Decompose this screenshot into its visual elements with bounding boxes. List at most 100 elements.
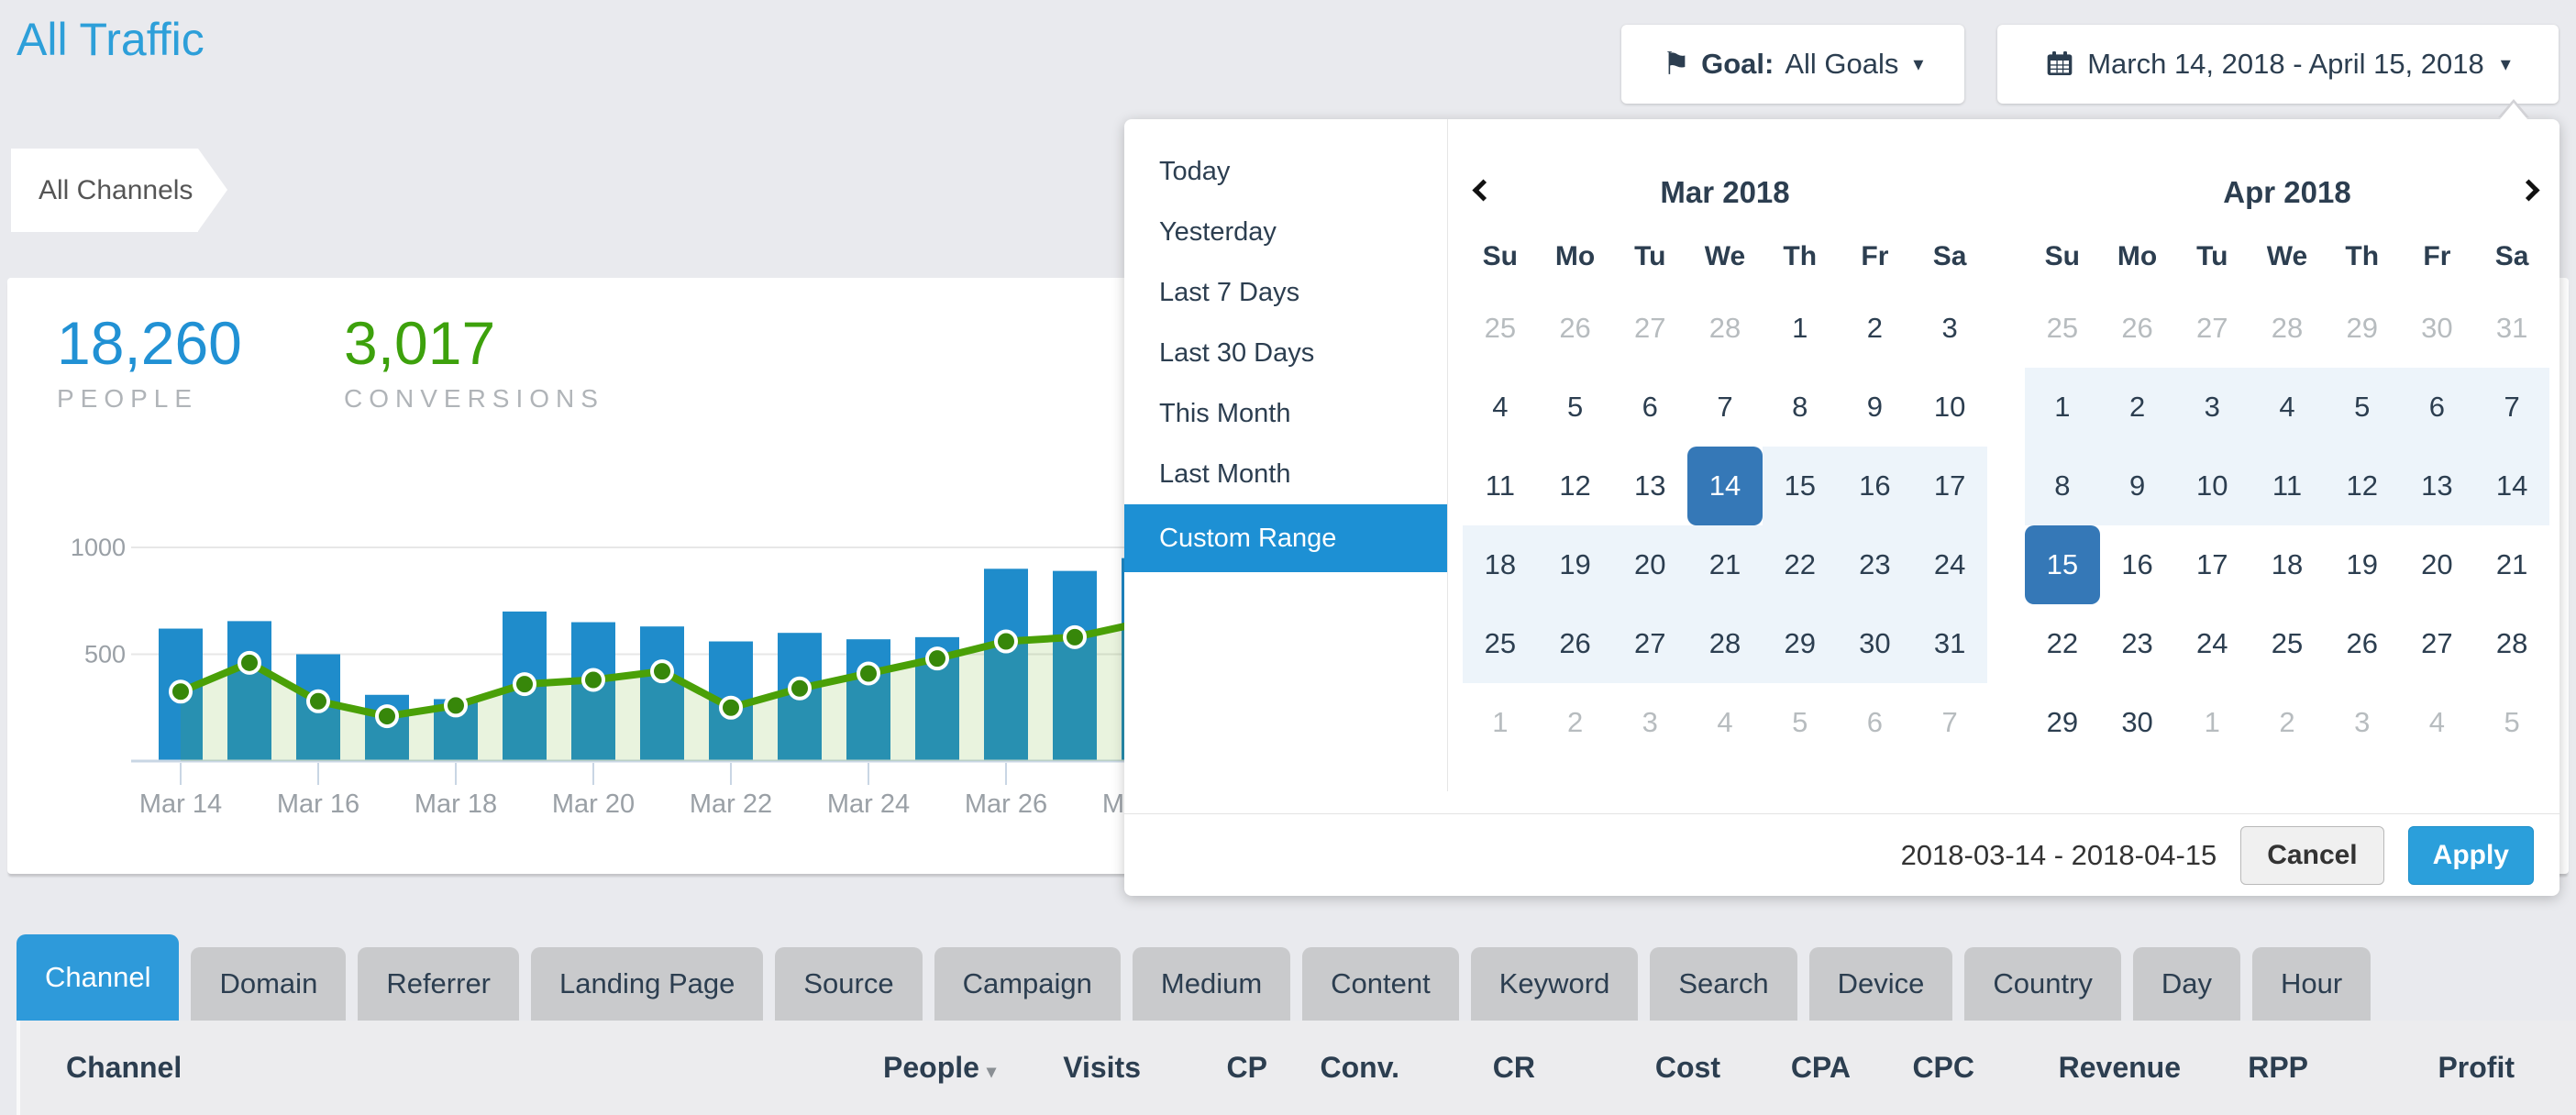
day-cell[interactable]: 11	[1485, 469, 1515, 502]
column-header-channel[interactable]: Channel	[66, 1051, 182, 1084]
day-cell[interactable]: 3	[1642, 706, 1658, 738]
goal-dropdown-button[interactable]: ⚑ Goal: All Goals ▾	[1621, 25, 1964, 104]
tab-referrer[interactable]: Referrer	[358, 947, 520, 1021]
preset-last-7-days[interactable]: Last 7 Days	[1159, 277, 1300, 307]
day-cell[interactable]: 26	[1559, 312, 1591, 344]
preset-custom-range[interactable]: Custom Range	[1124, 504, 1447, 572]
day-cell[interactable]: 20	[1612, 525, 1688, 604]
day-cell[interactable]: 29	[1762, 604, 1838, 683]
tab-keyword[interactable]: Keyword	[1470, 947, 1639, 1021]
day-cell[interactable]: 15	[2025, 525, 2100, 604]
day-cell[interactable]: 19	[2346, 548, 2378, 580]
day-cell[interactable]: 6	[1866, 706, 1884, 738]
day-cell[interactable]: 15	[1762, 447, 1838, 525]
day-cell[interactable]: 28	[1708, 312, 1741, 344]
day-cell[interactable]: 2	[1866, 312, 1884, 344]
day-cell[interactable]: 13	[1634, 469, 1666, 502]
day-cell[interactable]: 3	[1941, 312, 1958, 344]
day-cell[interactable]: 16	[1837, 447, 1913, 525]
day-cell[interactable]: 24	[2196, 627, 2228, 659]
preset-this-month[interactable]: This Month	[1159, 398, 1291, 428]
day-cell[interactable]: 21	[1687, 525, 1763, 604]
tab-medium[interactable]: Medium	[1132, 947, 1291, 1021]
day-cell[interactable]: 4	[1492, 391, 1509, 423]
day-cell[interactable]: 6	[1642, 391, 1658, 423]
tab-search[interactable]: Search	[1650, 947, 1797, 1021]
tab-hour[interactable]: Hour	[2252, 947, 2371, 1021]
column-header-profit[interactable]: Profit	[2438, 1051, 2515, 1084]
day-cell[interactable]: 4	[2428, 706, 2446, 738]
day-cell[interactable]: 1	[1792, 312, 1808, 344]
day-cell[interactable]: 21	[2495, 548, 2528, 580]
day-cell[interactable]: 18	[1463, 525, 1538, 604]
day-cell[interactable]: 1	[2025, 368, 2100, 447]
tab-content[interactable]: Content	[1302, 947, 1459, 1021]
day-cell[interactable]: 1	[1492, 706, 1509, 738]
day-cell[interactable]: 17	[2196, 548, 2228, 580]
day-cell[interactable]: 26	[2346, 627, 2378, 659]
day-cell[interactable]: 11	[2250, 447, 2325, 525]
preset-yesterday[interactable]: Yesterday	[1159, 216, 1277, 247]
day-cell[interactable]: 4	[1717, 706, 1733, 738]
column-header-cr[interactable]: CR	[1492, 1051, 1535, 1084]
column-header-conv[interactable]: Conv.	[1320, 1051, 1399, 1084]
tab-channel[interactable]: Channel	[17, 934, 180, 1021]
day-cell[interactable]: 25	[1463, 604, 1538, 683]
day-cell[interactable]: 14	[2474, 447, 2549, 525]
column-header-people[interactable]: People ▾	[883, 1051, 996, 1084]
day-cell[interactable]: 27	[2196, 312, 2228, 344]
day-cell[interactable]: 5	[1792, 706, 1808, 738]
day-cell[interactable]: 8	[1792, 391, 1808, 423]
day-cell[interactable]: 4	[2250, 368, 2325, 447]
day-cell[interactable]: 23	[1837, 525, 1913, 604]
chevron-right-icon[interactable]	[2517, 179, 2540, 202]
day-cell[interactable]: 24	[1912, 525, 1987, 604]
day-cell[interactable]: 26	[2121, 312, 2153, 344]
day-cell[interactable]: 30	[2121, 706, 2153, 738]
preset-today[interactable]: Today	[1159, 156, 1231, 186]
day-cell[interactable]: 1	[2204, 706, 2220, 738]
day-cell[interactable]: 9	[1866, 391, 1884, 423]
day-cell[interactable]: 28	[1687, 604, 1763, 683]
day-cell[interactable]: 19	[1537, 525, 1613, 604]
column-header-visits[interactable]: Visits	[1063, 1051, 1141, 1084]
day-cell[interactable]: 22	[1762, 525, 1838, 604]
day-cell[interactable]: 25	[2271, 627, 2304, 659]
day-cell[interactable]: 29	[2046, 706, 2079, 738]
tab-landing-page[interactable]: Landing Page	[531, 947, 764, 1021]
day-cell[interactable]: 28	[2271, 312, 2304, 344]
day-cell[interactable]: 27	[2421, 627, 2453, 659]
date-range-button[interactable]: March 14, 2018 - April 15, 2018 ▾	[1997, 25, 2559, 104]
day-cell[interactable]: 17	[1912, 447, 1987, 525]
tab-device[interactable]: Device	[1808, 947, 1953, 1021]
cancel-button[interactable]: Cancel	[2240, 825, 2384, 885]
day-cell[interactable]: 2	[1566, 706, 1584, 738]
tab-source[interactable]: Source	[775, 947, 923, 1021]
day-cell[interactable]: 10	[2174, 447, 2250, 525]
day-cell[interactable]: 12	[1559, 469, 1591, 502]
day-cell[interactable]: 29	[2346, 312, 2378, 344]
tab-campaign[interactable]: Campaign	[934, 947, 1121, 1021]
day-cell[interactable]: 20	[2421, 548, 2453, 580]
day-cell[interactable]: 2	[2279, 706, 2295, 738]
day-cell[interactable]: 7	[2474, 368, 2549, 447]
day-cell[interactable]: 3	[2174, 368, 2250, 447]
preset-last-30-days[interactable]: Last 30 Days	[1159, 337, 1315, 368]
day-cell[interactable]: 27	[1634, 312, 1666, 344]
column-header-cost[interactable]: Cost	[1654, 1051, 1720, 1084]
day-cell[interactable]: 26	[1537, 604, 1613, 683]
day-cell[interactable]: 14	[1687, 447, 1763, 525]
day-cell[interactable]: 7	[1717, 391, 1733, 423]
day-cell[interactable]: 22	[2046, 627, 2079, 659]
day-cell[interactable]: 16	[2121, 548, 2153, 580]
day-cell[interactable]: 28	[2495, 627, 2528, 659]
chevron-left-icon[interactable]	[1472, 179, 1495, 202]
apply-button[interactable]: Apply	[2407, 825, 2534, 885]
day-cell[interactable]: 13	[2399, 447, 2475, 525]
day-cell[interactable]: 2	[2099, 368, 2175, 447]
day-cell[interactable]: 5	[2504, 706, 2520, 738]
day-cell[interactable]: 6	[2399, 368, 2475, 447]
day-cell[interactable]: 27	[1612, 604, 1688, 683]
day-cell[interactable]: 8	[2025, 447, 2100, 525]
day-cell[interactable]: 10	[1933, 391, 1966, 423]
